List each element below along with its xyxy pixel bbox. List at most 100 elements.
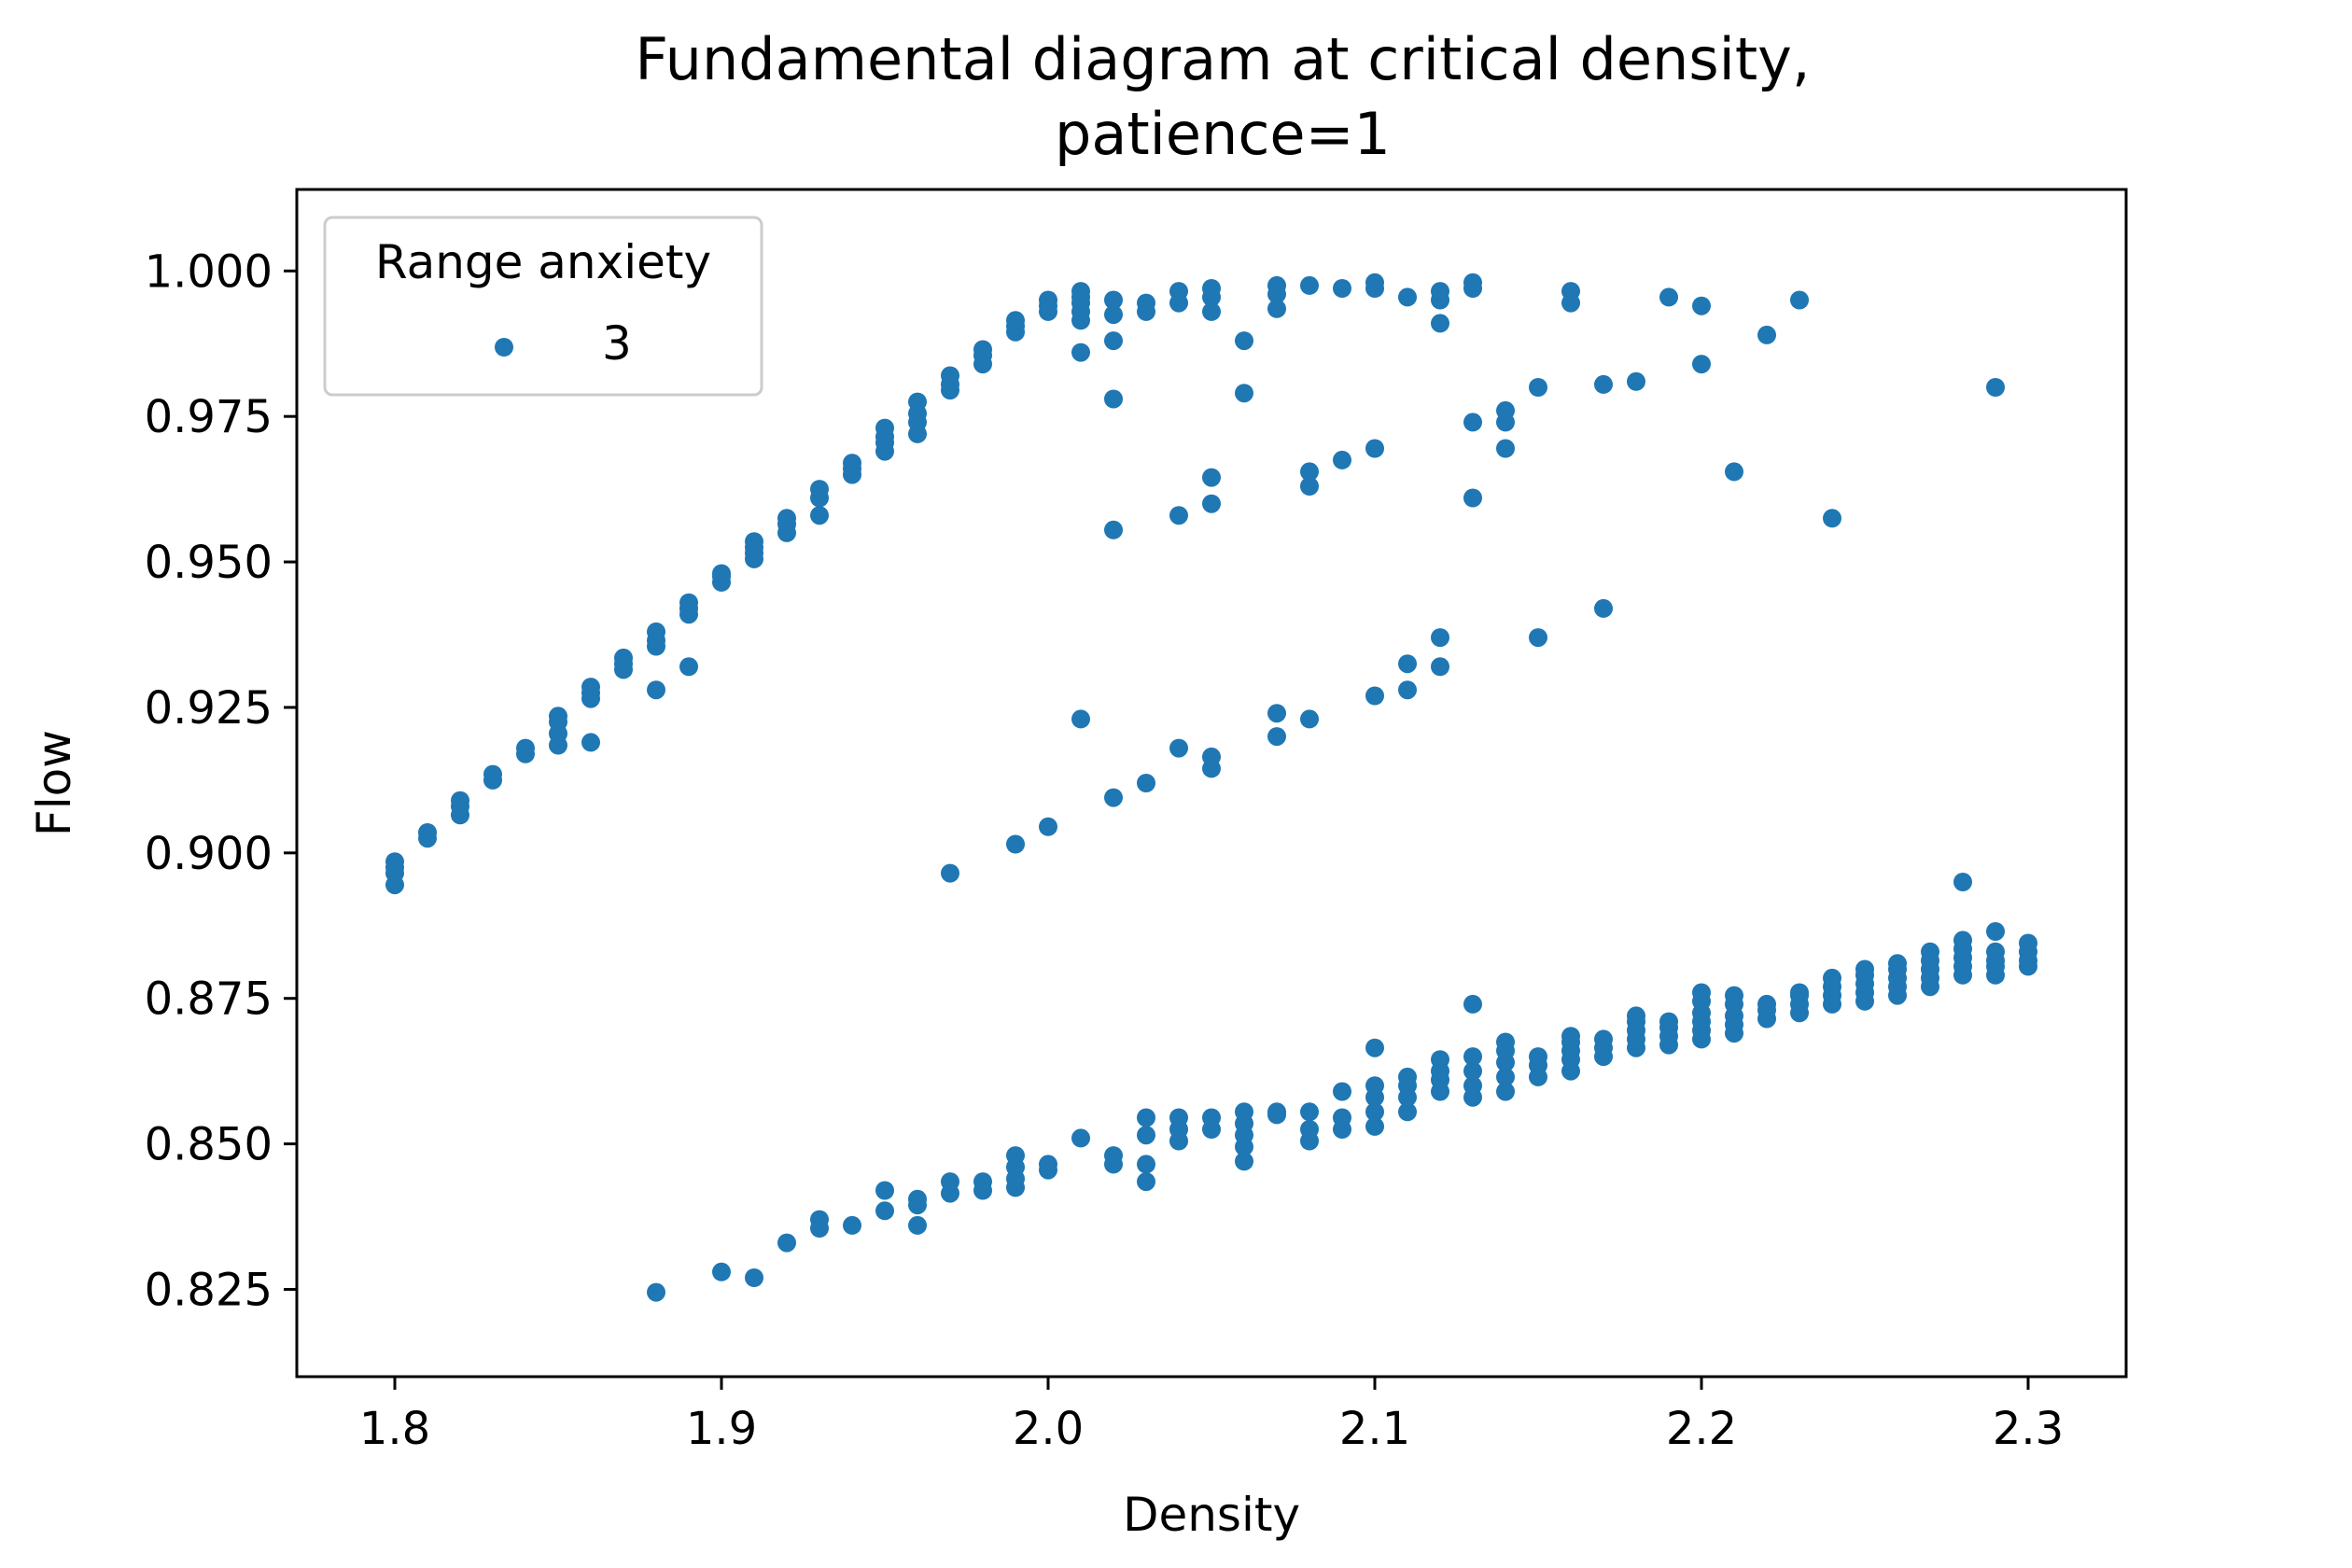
data-point — [1104, 331, 1123, 351]
data-point — [875, 1201, 894, 1221]
x-tick-label: 2.0 — [1013, 1403, 1084, 1455]
data-point — [1594, 374, 1613, 394]
data-point — [1463, 994, 1482, 1014]
data-point — [549, 707, 567, 726]
y-tick-label: 0.850 — [145, 1119, 273, 1171]
data-point — [777, 1233, 796, 1253]
legend-box — [323, 216, 763, 397]
data-point — [1692, 355, 1711, 374]
data-point — [1071, 343, 1090, 362]
data-point — [2019, 933, 2037, 953]
data-point — [908, 1189, 927, 1209]
data-point — [1365, 1102, 1384, 1122]
legend-title: Range anxiety — [375, 235, 711, 289]
data-point — [1137, 1108, 1155, 1127]
data-point — [1431, 657, 1449, 677]
data-point — [1137, 774, 1155, 792]
legend-marker — [495, 338, 513, 357]
data-point — [1235, 384, 1253, 403]
data-point — [1365, 1076, 1384, 1096]
data-point — [1529, 378, 1547, 397]
data-point — [1300, 275, 1319, 295]
data-point — [1823, 509, 1841, 528]
data-point — [1855, 959, 1874, 979]
data-point — [1137, 1172, 1155, 1192]
data-point — [1333, 1108, 1351, 1127]
y-tick-label: 0.875 — [145, 973, 273, 1026]
data-point — [1104, 788, 1123, 807]
data-point — [1496, 439, 1515, 458]
data-point — [1529, 628, 1547, 648]
data-point — [1496, 1067, 1515, 1086]
data-point — [1169, 1108, 1188, 1127]
data-point — [1986, 922, 2005, 941]
data-point — [1463, 488, 1482, 508]
data-point — [1039, 817, 1057, 836]
data-point — [843, 454, 861, 473]
data-point — [745, 1268, 763, 1287]
plot-frame — [295, 188, 2128, 1379]
data-point — [745, 532, 763, 552]
y-tick-label: 0.825 — [145, 1264, 273, 1316]
data-point — [712, 564, 731, 583]
data-point — [1071, 709, 1090, 729]
data-point — [1235, 1102, 1253, 1122]
data-point — [647, 680, 665, 700]
data-point — [1496, 1082, 1515, 1101]
data-point — [1463, 273, 1482, 292]
data-point — [1692, 983, 1711, 1002]
data-point — [1398, 654, 1417, 674]
data-point — [1137, 1155, 1155, 1174]
data-point — [1300, 1102, 1319, 1122]
data-point — [1104, 520, 1123, 539]
data-point — [1365, 273, 1384, 292]
data-point — [679, 593, 698, 612]
data-point — [941, 863, 959, 883]
data-point — [647, 622, 665, 641]
data-point — [1202, 1108, 1221, 1127]
x-tick-label: 1.8 — [359, 1403, 430, 1455]
data-point — [1431, 282, 1449, 301]
data-point — [973, 1172, 992, 1192]
data-point — [1431, 314, 1449, 333]
data-point — [1398, 1067, 1417, 1086]
data-point — [777, 509, 796, 528]
y-tick-label: 1.000 — [145, 245, 273, 298]
data-point — [1137, 293, 1155, 313]
data-point — [385, 852, 404, 872]
data-point — [483, 764, 502, 784]
data-point — [1725, 986, 1743, 1005]
data-point — [1888, 954, 1907, 973]
legend-entry-label: 3 — [602, 316, 632, 371]
data-point — [1202, 747, 1221, 766]
data-point — [1594, 598, 1613, 618]
data-point — [1104, 290, 1123, 310]
x-axis-ticks: 1.8 1.9 2.0 2.1 2.2 2.3 — [359, 1377, 2064, 1455]
data-point — [647, 1282, 665, 1302]
data-point — [1757, 325, 1776, 344]
data-point — [1398, 1102, 1417, 1122]
data-point — [810, 1210, 829, 1229]
data-point — [1627, 1006, 1645, 1026]
data-point — [1398, 287, 1417, 307]
data-point — [1267, 275, 1286, 295]
x-tick-label: 2.1 — [1339, 1403, 1410, 1455]
data-point — [1757, 994, 1776, 1014]
y-tick-label: 0.925 — [145, 682, 273, 735]
data-point — [451, 791, 469, 810]
data-point — [1169, 282, 1188, 301]
data-point — [843, 1215, 861, 1235]
data-points — [385, 273, 2037, 1302]
data-point — [1202, 301, 1221, 321]
data-point — [1333, 1082, 1351, 1101]
data-point — [1300, 477, 1319, 496]
data-point — [1202, 494, 1221, 513]
data-point — [1235, 1152, 1253, 1171]
data-point — [1823, 968, 1841, 987]
data-point — [712, 1262, 731, 1281]
data-point — [1300, 1120, 1319, 1139]
data-point — [1039, 290, 1057, 310]
y-axis-ticks: 0.825 0.850 0.875 0.900 0.925 0.950 0.975 1.000 — [145, 245, 297, 1316]
data-point — [1659, 287, 1678, 307]
